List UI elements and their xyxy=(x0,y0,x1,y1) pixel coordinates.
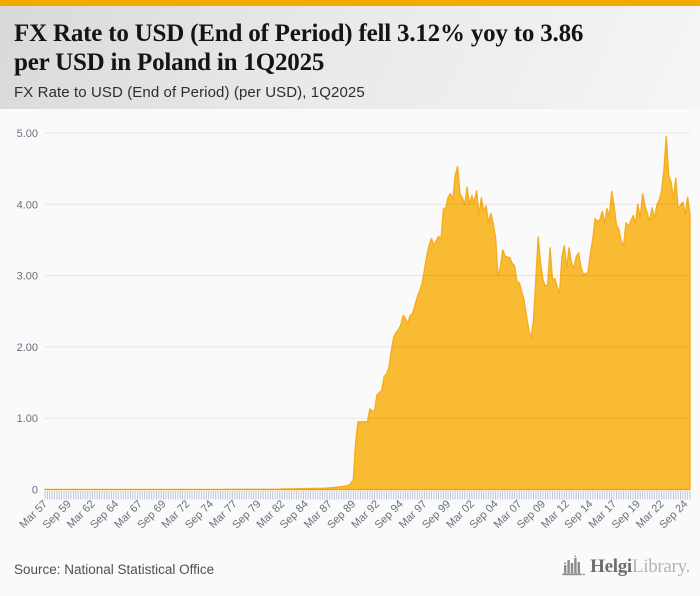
brand-name-secondary: Library. xyxy=(631,555,690,577)
svg-text:5.00: 5.00 xyxy=(17,128,38,140)
page-title-line1: FX Rate to USD (End of Period) fell 3.12… xyxy=(14,20,584,47)
svg-text:1.00: 1.00 xyxy=(17,413,38,425)
header: FX Rate to USD (End of Period) fell 3.12… xyxy=(0,6,700,109)
brand-name-primary: Helgi xyxy=(590,555,632,577)
area-series xyxy=(44,135,691,491)
page-title: FX Rate to USD (End of Period) fell 3.12… xyxy=(0,6,700,77)
y-gridlines xyxy=(45,132,690,490)
chart-subtitle: FX Rate to USD (End of Period) (per USD)… xyxy=(14,84,365,101)
svg-text:3.00: 3.00 xyxy=(17,271,38,283)
page-title-line2: per USD in Poland in 1Q2025 xyxy=(14,49,325,76)
x-tick-marks xyxy=(44,491,691,500)
svg-text:0: 0 xyxy=(32,485,38,497)
y-axis-labels: 5.00 4.00 3.00 2.00 1.00 0 xyxy=(17,128,38,497)
accent-bar xyxy=(0,0,700,6)
svg-text:4.00: 4.00 xyxy=(17,199,38,211)
bar-chart-logo-icon xyxy=(562,555,585,576)
svg-text:2.00: 2.00 xyxy=(17,342,38,354)
helgi-library-logo[interactable]: Helgi Library. xyxy=(561,555,690,577)
source-note: Source: National Statistical Office xyxy=(14,562,215,577)
